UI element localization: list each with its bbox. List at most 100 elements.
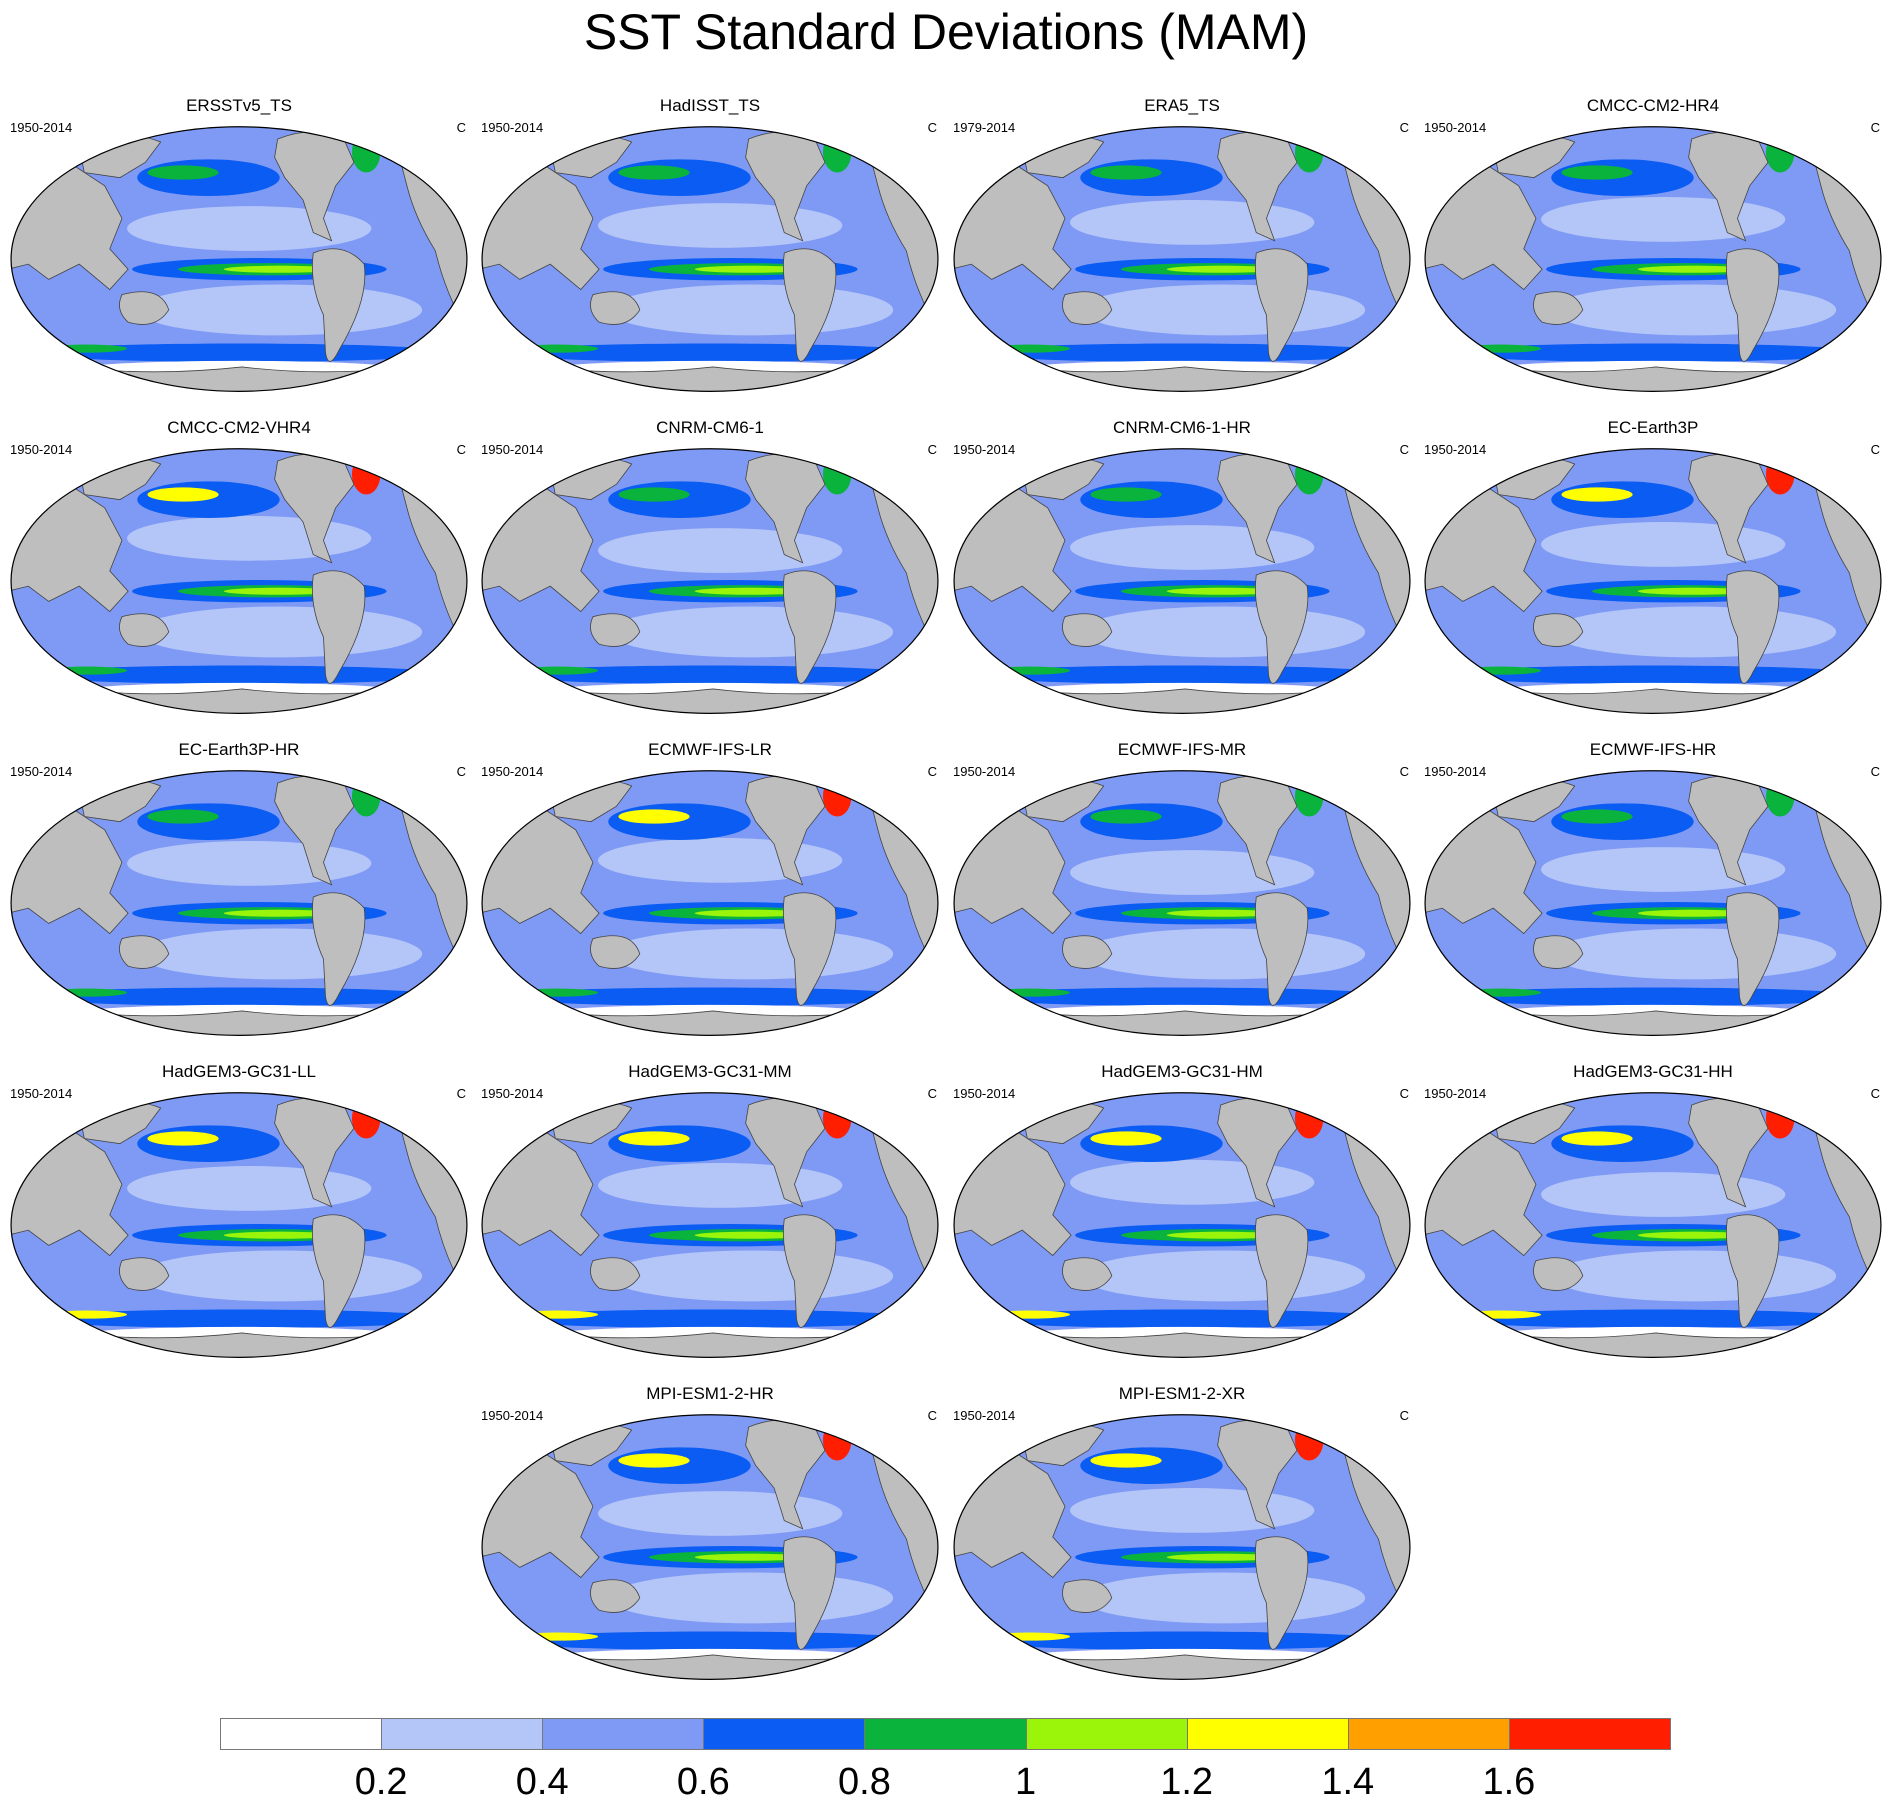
panel-title: CMCC-CM2-VHR4 xyxy=(167,418,311,437)
panel-unit: C xyxy=(456,442,466,457)
world-map xyxy=(10,770,468,1036)
colorbar-swatch xyxy=(864,1718,1027,1750)
panel-unit: C xyxy=(927,120,937,135)
panel-unit: C xyxy=(456,1086,466,1101)
world-map xyxy=(481,126,939,392)
panel-unit: C xyxy=(1870,1086,1880,1101)
map-panel: EC-Earth3P-HR 1950-2014 C xyxy=(8,740,470,1056)
panel-unit: C xyxy=(1399,1086,1409,1101)
world-map xyxy=(481,770,939,1036)
world-map xyxy=(481,1092,939,1358)
panel-unit: C xyxy=(456,120,466,135)
panel-title: CNRM-CM6-1 xyxy=(656,418,764,437)
colorbar-swatch xyxy=(220,1718,383,1750)
panel-period: 1950-2014 xyxy=(481,1408,544,1423)
map-panel: ERSSTv5_TS 1950-2014 C xyxy=(8,96,470,412)
map-panel: CNRM-CM6-1 1950-2014 C xyxy=(479,418,941,734)
map-panel: HadGEM3-GC31-MM 1950-2014 C xyxy=(479,1062,941,1378)
panel-period: 1950-2014 xyxy=(1424,764,1487,779)
panel-title: EC-Earth3P xyxy=(1607,418,1699,437)
panel-title: HadGEM3-GC31-MM xyxy=(628,1062,792,1081)
map-panel: CMCC-CM2-HR4 1950-2014 C xyxy=(1422,96,1884,412)
panel-unit: C xyxy=(1399,764,1409,779)
colorbar-swatch xyxy=(542,1718,705,1750)
panel-period: 1950-2014 xyxy=(481,442,544,457)
panel-title: MPI-ESM1-2-XR xyxy=(1118,1384,1246,1403)
panel-period: 1950-2014 xyxy=(1424,1086,1487,1101)
panel-unit: C xyxy=(927,1408,937,1423)
map-panel: HadGEM3-GC31-HH 1950-2014 C xyxy=(1422,1062,1884,1378)
colorbar-tick-label: 1.6 xyxy=(1482,1761,1536,1803)
world-map xyxy=(1424,448,1882,714)
panel-title: MPI-ESM1-2-HR xyxy=(646,1384,774,1403)
map-panel: CMCC-CM2-VHR4 1950-2014 C xyxy=(8,418,470,734)
map-panel: HadISST_TS 1950-2014 C xyxy=(479,96,941,412)
world-map xyxy=(953,126,1411,392)
panel-period: 1950-2014 xyxy=(953,1086,1016,1101)
panel-unit: C xyxy=(456,764,466,779)
panel-title: ERSSTv5_TS xyxy=(186,96,292,115)
map-panel: MPI-ESM1-2-XR 1950-2014 C xyxy=(951,1384,1413,1700)
map-panel: ERA5_TS 1979-2014 C xyxy=(951,96,1413,412)
panel-unit: C xyxy=(1399,442,1409,457)
panel-period: 1950-2014 xyxy=(953,442,1016,457)
colorbar-tick-label: 0.2 xyxy=(354,1761,408,1803)
panel-period: 1950-2014 xyxy=(953,764,1016,779)
panel-period: 1979-2014 xyxy=(953,120,1016,135)
panel-title: HadGEM3-GC31-LL xyxy=(161,1062,316,1081)
colorbar-swatch xyxy=(703,1718,866,1750)
world-map xyxy=(953,448,1411,714)
world-map xyxy=(1424,770,1882,1036)
colorbar-swatch xyxy=(1347,1718,1510,1750)
world-map xyxy=(481,448,939,714)
colorbar-swatch xyxy=(1025,1718,1188,1750)
colorbar-tick-label: 1 xyxy=(1014,1761,1037,1803)
panel-period: 1950-2014 xyxy=(481,120,544,135)
panel-period: 1950-2014 xyxy=(953,1408,1016,1423)
world-map xyxy=(481,1414,939,1680)
panel-unit: C xyxy=(927,1086,937,1101)
map-panel: HadGEM3-GC31-HM 1950-2014 C xyxy=(951,1062,1413,1378)
panel-title: ERA5_TS xyxy=(1144,96,1220,115)
panel-period: 1950-2014 xyxy=(10,442,73,457)
colorbar-tick-label: 0.8 xyxy=(838,1761,891,1803)
panel-period: 1950-2014 xyxy=(10,120,73,135)
panel-title: HadGEM3-GC31-HM xyxy=(1101,1062,1263,1081)
figure-title: SST Standard Deviations (MAM) xyxy=(583,4,1309,60)
panel-period: 1950-2014 xyxy=(10,1086,73,1101)
map-panel: ECMWF-IFS-HR 1950-2014 C xyxy=(1422,740,1884,1056)
map-panel: HadGEM3-GC31-LL 1950-2014 C xyxy=(8,1062,470,1378)
map-panel: ECMWF-IFS-LR 1950-2014 C xyxy=(479,740,941,1056)
panel-title: ECMWF-IFS-MR xyxy=(1117,740,1247,759)
map-panel: MPI-ESM1-2-HR 1950-2014 C xyxy=(479,1384,941,1700)
colorbar-swatch xyxy=(1508,1718,1671,1750)
colorbar-swatch xyxy=(1186,1718,1349,1750)
panel-unit: C xyxy=(1870,442,1880,457)
panel-unit: C xyxy=(1399,120,1409,135)
panel-title: CNRM-CM6-1-HR xyxy=(1113,418,1251,437)
world-map xyxy=(1424,1092,1882,1358)
world-map xyxy=(10,126,468,392)
panel-title: HadISST_TS xyxy=(659,96,761,115)
world-map xyxy=(953,770,1411,1036)
panel-unit: C xyxy=(1870,120,1880,135)
map-panel: EC-Earth3P 1950-2014 C xyxy=(1422,418,1884,734)
colorbar-tick-label: 0.4 xyxy=(515,1761,569,1803)
panel-title: ECMWF-IFS-HR xyxy=(1589,740,1717,759)
panel-title: EC-Earth3P-HR xyxy=(178,740,300,759)
panel-period: 1950-2014 xyxy=(1424,442,1487,457)
panel-title: ECMWF-IFS-LR xyxy=(648,740,772,759)
panel-title: CMCC-CM2-HR4 xyxy=(1586,96,1720,115)
colorbar xyxy=(220,1718,1671,1752)
panel-unit: C xyxy=(927,442,937,457)
colorbar-tick-label: 1.2 xyxy=(1160,1761,1214,1803)
world-map xyxy=(1424,126,1882,392)
map-panel: CNRM-CM6-1-HR 1950-2014 C xyxy=(951,418,1413,734)
world-map xyxy=(10,448,468,714)
colorbar-tick-label: 1.4 xyxy=(1321,1761,1375,1803)
panel-unit: C xyxy=(1399,1408,1409,1423)
panel-period: 1950-2014 xyxy=(481,764,544,779)
panel-unit: C xyxy=(927,764,937,779)
map-panel: ECMWF-IFS-MR 1950-2014 C xyxy=(951,740,1413,1056)
panel-period: 1950-2014 xyxy=(1424,120,1487,135)
